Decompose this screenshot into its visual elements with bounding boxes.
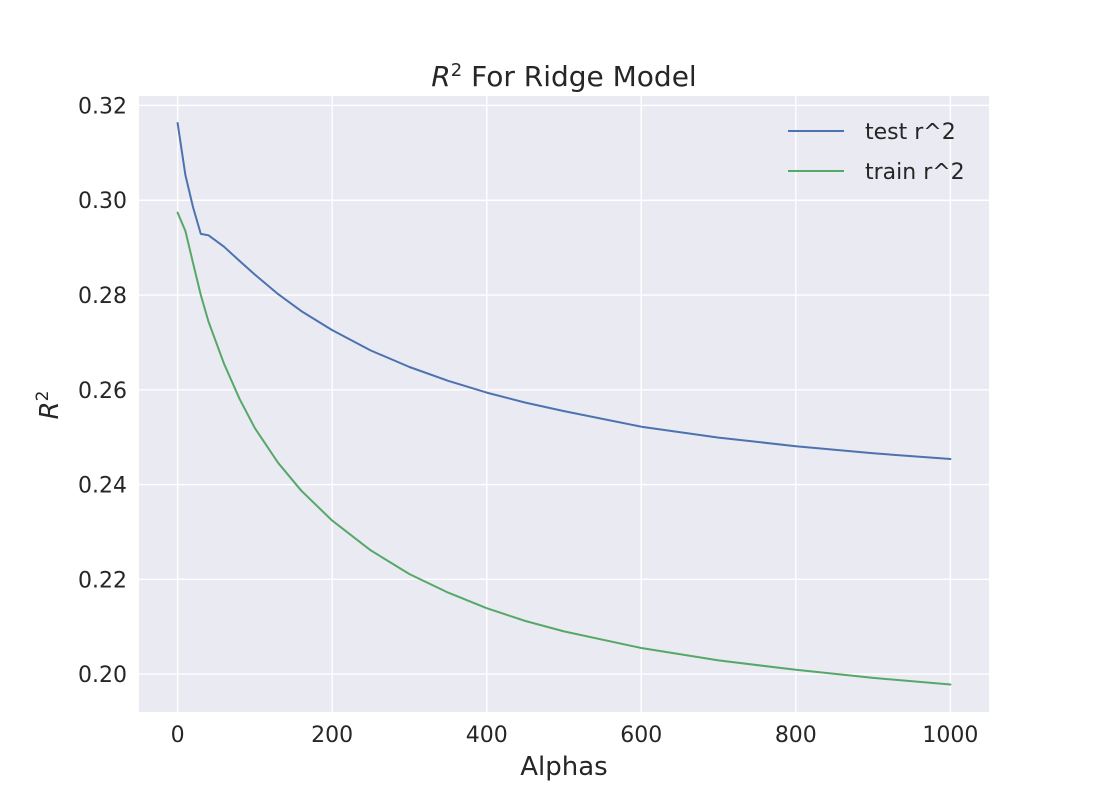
y-tick-label: 0.20 <box>78 663 127 688</box>
x-tick-labels: 0 200 400 600 800 1000 <box>171 723 979 748</box>
y-tick-label: 0.32 <box>78 94 127 119</box>
series-line-test <box>176 122 952 460</box>
plot-area <box>139 96 989 712</box>
legend-label: test r^2 <box>865 120 956 145</box>
title-text: For Ridge Model <box>462 60 697 93</box>
x-tick-label: 600 <box>620 723 662 748</box>
y-tick-labels: 0.20 0.22 0.24 0.26 0.28 0.30 0.32 <box>78 94 127 688</box>
series-line-train <box>176 211 952 686</box>
y-tick-label: 0.30 <box>78 189 127 214</box>
y-tick-label: 0.22 <box>78 568 127 593</box>
y-axis-symbol: R <box>35 401 65 419</box>
legend: test r^2 train r^2 <box>788 120 965 185</box>
x-tick-label: 1000 <box>922 723 978 748</box>
y-tick-label: 0.24 <box>78 474 127 499</box>
x-tick-label: 800 <box>775 723 817 748</box>
y-axis-superscript: 2 <box>33 391 53 402</box>
x-axis-label: Alphas <box>520 752 607 782</box>
x-tick-label: 200 <box>311 723 353 748</box>
y-tick-label: 0.26 <box>78 379 127 404</box>
y-axis-label: R2 <box>33 391 65 420</box>
legend-label: train r^2 <box>865 160 965 185</box>
title-superscript: 2 <box>451 60 462 81</box>
x-tick-label: 0 <box>171 723 185 748</box>
y-tick-label: 0.28 <box>78 284 127 309</box>
chart-title: R2 For Ridge Model <box>431 60 696 94</box>
title-symbol: R <box>431 60 450 93</box>
x-tick-label: 400 <box>466 723 508 748</box>
series-layer <box>176 122 952 686</box>
